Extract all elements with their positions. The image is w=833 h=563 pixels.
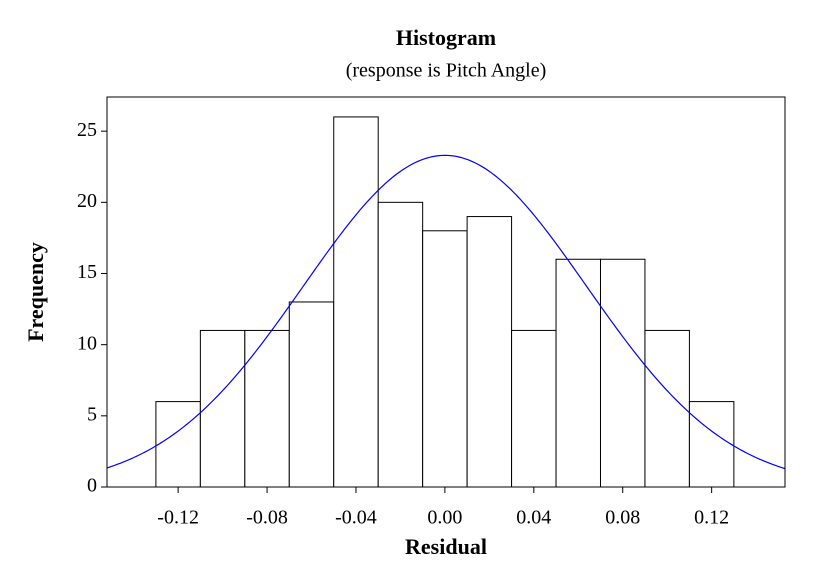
x-axis-label: Residual bbox=[405, 534, 487, 559]
y-tick-label: 20 bbox=[77, 190, 97, 212]
plot-frame bbox=[106, 96, 786, 488]
bar bbox=[688, 401, 735, 488]
bar bbox=[155, 401, 201, 488]
bar bbox=[244, 329, 290, 488]
bar bbox=[288, 301, 335, 488]
chart-title: Histogram bbox=[396, 25, 496, 50]
y-tick-label: 15 bbox=[77, 261, 97, 283]
bar bbox=[555, 258, 601, 488]
y-tick-label: 25 bbox=[77, 119, 97, 141]
chart-subtitle: (response is Pitch Angle) bbox=[346, 60, 547, 82]
fit-curve bbox=[106, 154, 786, 470]
bar bbox=[599, 258, 646, 488]
bar bbox=[333, 116, 379, 488]
x-tick-label: -0.04 bbox=[335, 507, 377, 529]
x-tick-label: 0.00 bbox=[427, 507, 462, 529]
bar bbox=[422, 230, 468, 488]
x-tick-label: -0.12 bbox=[157, 507, 199, 529]
y-tick-label: 10 bbox=[77, 332, 97, 354]
x-tick-label: 0.08 bbox=[605, 507, 640, 529]
y-tick-label: 5 bbox=[87, 403, 97, 425]
x-tick-label: -0.08 bbox=[246, 507, 288, 529]
bar bbox=[644, 329, 690, 488]
bar bbox=[377, 201, 424, 488]
bar bbox=[466, 216, 513, 488]
bar bbox=[511, 329, 557, 488]
x-tick-label: 0.04 bbox=[516, 507, 551, 529]
y-tick-label: 0 bbox=[87, 475, 97, 497]
bar bbox=[199, 329, 246, 488]
x-tick-label: 0.12 bbox=[694, 507, 729, 529]
y-axis-label: Frequency bbox=[23, 242, 48, 342]
